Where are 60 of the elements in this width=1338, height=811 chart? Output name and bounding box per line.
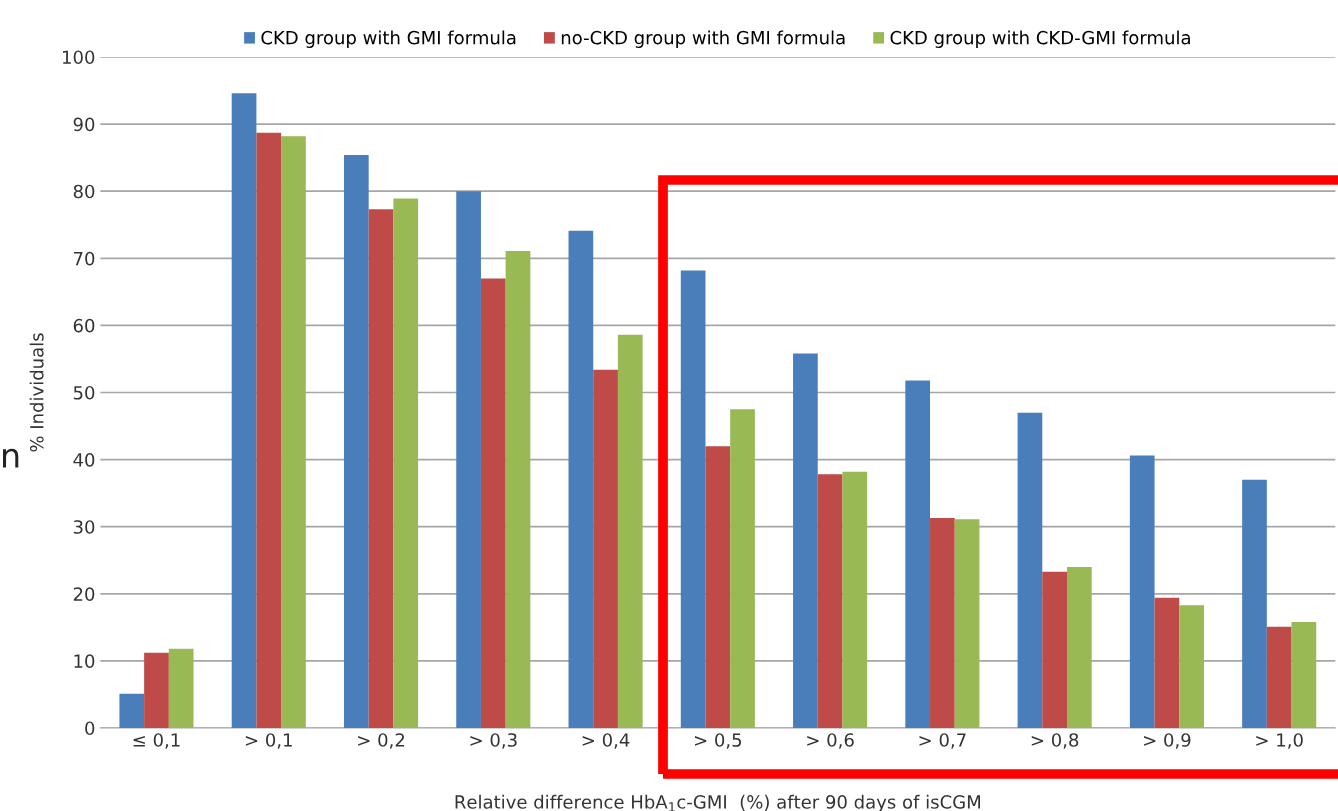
y-tick-label: 0 (85, 721, 95, 736)
x-tick-label: ≤ 0,1 (133, 733, 180, 749)
bar (1242, 479, 1267, 728)
bar (617, 334, 643, 728)
x-tick-label: > 0,7 (919, 733, 966, 749)
y-tick-label: 80 (73, 184, 95, 199)
bar (817, 474, 843, 728)
legend-label: CKD group with CKD-GMI formula (890, 30, 1190, 48)
bar (456, 191, 481, 728)
bar (705, 446, 731, 728)
bar (281, 136, 306, 728)
x-tick-label: > 0,5 (694, 733, 742, 749)
bar (119, 693, 145, 728)
bar (168, 648, 194, 728)
bar (568, 230, 594, 728)
bar (505, 250, 531, 728)
bar (1129, 455, 1155, 728)
y-tick-label: 50 (73, 385, 95, 400)
x-tick-label: > 0,9 (1144, 733, 1191, 749)
bar (842, 471, 868, 728)
y-tick-label: 40 (73, 453, 95, 467)
y-tick-label: 90 (73, 117, 95, 132)
bar (231, 93, 257, 728)
y-tick-label: 100 (63, 50, 95, 65)
bar (256, 132, 282, 728)
y-tick-label: 20 (73, 587, 95, 601)
bar (1266, 626, 1292, 728)
bar (593, 369, 618, 728)
bar (1291, 621, 1317, 728)
bar (480, 278, 506, 728)
bar (343, 154, 369, 728)
bar (1017, 412, 1043, 728)
bar (144, 652, 169, 728)
y-tick-label: 60 (73, 318, 95, 333)
bar (680, 270, 706, 728)
y-tick-label: 30 (73, 520, 95, 534)
legend-label: no-CKD group with GMI formula (561, 30, 845, 48)
bar (1067, 566, 1092, 728)
x-tick-label: > 0,2 (358, 733, 405, 749)
x-tick-label: > 0,1 (245, 733, 292, 749)
x-tick-label: > 0,8 (1031, 733, 1079, 749)
y-tick-label: 10 (74, 654, 95, 669)
bar (954, 519, 980, 728)
bar (393, 198, 419, 728)
x-tick-label: > 0,3 (470, 733, 517, 749)
bar (1042, 571, 1067, 728)
y-tick-label: 70 (73, 251, 95, 266)
bar (905, 380, 931, 728)
bar (730, 409, 755, 728)
bar (368, 209, 394, 728)
bar (1154, 597, 1180, 728)
bar (793, 353, 818, 728)
x-tick-label: > 0,4 (582, 733, 630, 749)
bar (930, 517, 955, 728)
text: n (3, 448, 19, 468)
y-axis-title: % Individuals (29, 333, 44, 452)
x-tick-label: > 1,0 (1256, 733, 1303, 749)
legend-label: CKD group with GMI formula (261, 30, 516, 48)
x-tick-label: > 0,6 (807, 733, 854, 749)
bar (1179, 605, 1204, 728)
